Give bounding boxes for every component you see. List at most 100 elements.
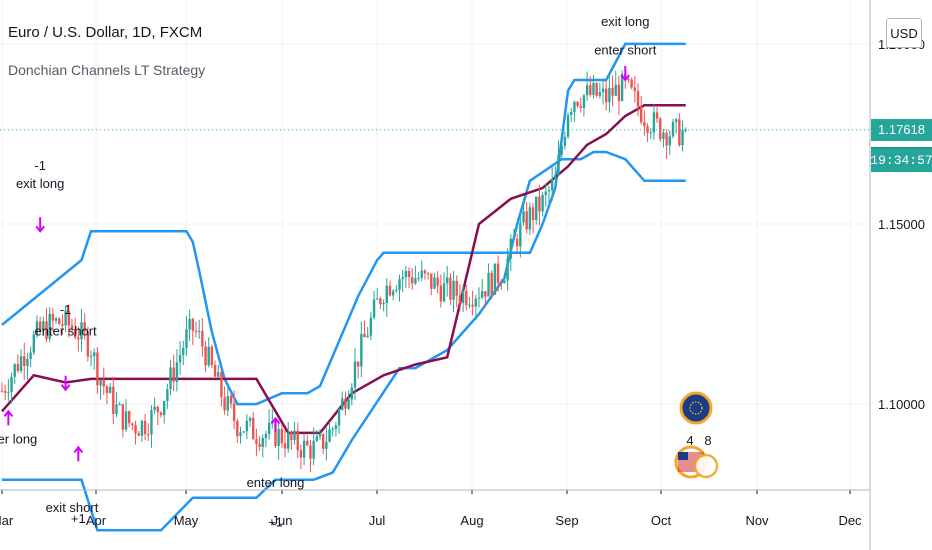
signal-label: enter short (35, 324, 98, 339)
candle-body (166, 389, 169, 402)
candle-body (643, 122, 646, 127)
candle-body (480, 291, 484, 298)
candle-body (366, 335, 369, 338)
candle-body (178, 355, 182, 363)
candle-body (573, 101, 576, 113)
candle-body (522, 211, 525, 223)
candle-body (112, 386, 115, 414)
candle-body (608, 87, 611, 103)
candle-body (29, 352, 32, 360)
candle-body (312, 440, 315, 459)
candle-body (137, 433, 140, 436)
candle-body (519, 222, 522, 247)
candle-body (563, 136, 567, 146)
candle-body (16, 364, 20, 371)
candle-body (58, 318, 61, 325)
current-price-label: 1.17618 (871, 118, 932, 141)
candle-body (287, 432, 290, 449)
candle-body (38, 321, 42, 331)
candle-body (261, 438, 264, 447)
candle-body (636, 90, 640, 107)
candle-body (589, 85, 592, 95)
candle-body (662, 132, 665, 140)
candle-body (633, 87, 637, 91)
x-tick-label: May (174, 513, 199, 528)
candle-body (388, 285, 392, 296)
candle-body (255, 439, 258, 444)
candle-body (426, 273, 430, 275)
candle-body (242, 431, 245, 433)
signal-label: exit long (601, 14, 649, 29)
candle-body (13, 364, 16, 377)
candle-body (175, 362, 179, 382)
symbol-title[interactable]: Euro / U.S. Dollar, 1D, FXCM (8, 24, 203, 41)
candle-body (496, 263, 500, 283)
candle-body (439, 285, 443, 302)
candle-body (334, 425, 338, 429)
y-tick-label: 1.10000 (878, 397, 925, 412)
signal-arrowhead (620, 74, 631, 82)
basis-line (1, 103, 686, 435)
eu-flag-icon[interactable] (679, 391, 713, 425)
candle-body (185, 329, 188, 348)
candle-body (26, 359, 29, 366)
bar-countdown: 19:34:57 (870, 147, 932, 172)
candle-body (54, 318, 58, 321)
candle-body (579, 105, 582, 108)
candle-body (471, 304, 474, 307)
candle-body (239, 432, 242, 437)
candle-body (391, 291, 395, 296)
candle-body (360, 333, 363, 367)
candle-body (267, 422, 271, 434)
candle-body (554, 174, 557, 180)
us-flag-icon-2[interactable] (693, 453, 719, 479)
currency-button[interactable]: USD (886, 18, 922, 48)
candle-body (385, 285, 388, 304)
candle-body (379, 298, 382, 305)
candle-body (213, 365, 217, 377)
candle-body (531, 207, 535, 221)
candle-body (515, 238, 519, 247)
candle-body (172, 367, 175, 382)
candle-body (229, 395, 233, 404)
candle-body (376, 298, 379, 300)
candle-body (128, 411, 131, 424)
candle-body (328, 429, 331, 442)
candle-body (147, 434, 150, 436)
candle-body (525, 211, 528, 230)
candle-body (321, 434, 325, 449)
candle-body (617, 84, 621, 101)
indicator-title[interactable]: Donchian Channels LT Strategy (8, 62, 206, 78)
candle-body (124, 411, 128, 430)
candle-body (45, 321, 48, 339)
candle-body (500, 282, 503, 284)
candle-body (204, 346, 207, 366)
candle-body (105, 386, 109, 393)
signal-label: +1 (71, 511, 86, 526)
candle-body (465, 290, 468, 306)
candle-body (582, 95, 586, 108)
candle-body (293, 430, 296, 440)
candle-body (61, 324, 64, 326)
candle-body (417, 277, 420, 279)
candle-body (194, 330, 198, 332)
candle-body (153, 406, 156, 411)
x-tick-label: Jun (272, 513, 293, 528)
x-tick-label: Apr (86, 513, 107, 528)
event-markers[interactable]: 4 8 (674, 391, 719, 479)
candle-body (341, 398, 344, 410)
candle-body (620, 74, 624, 101)
candle-body (232, 403, 236, 421)
candle-body (188, 318, 191, 330)
candle-body (331, 428, 334, 430)
candle-body (668, 136, 671, 146)
candle-body (678, 119, 681, 146)
candle-body (48, 313, 51, 339)
candle-body (506, 258, 509, 281)
candle-body (684, 129, 687, 131)
candle-body (19, 356, 23, 371)
candle-body (64, 310, 67, 326)
candle-body (42, 321, 45, 331)
candle-body (382, 303, 385, 305)
